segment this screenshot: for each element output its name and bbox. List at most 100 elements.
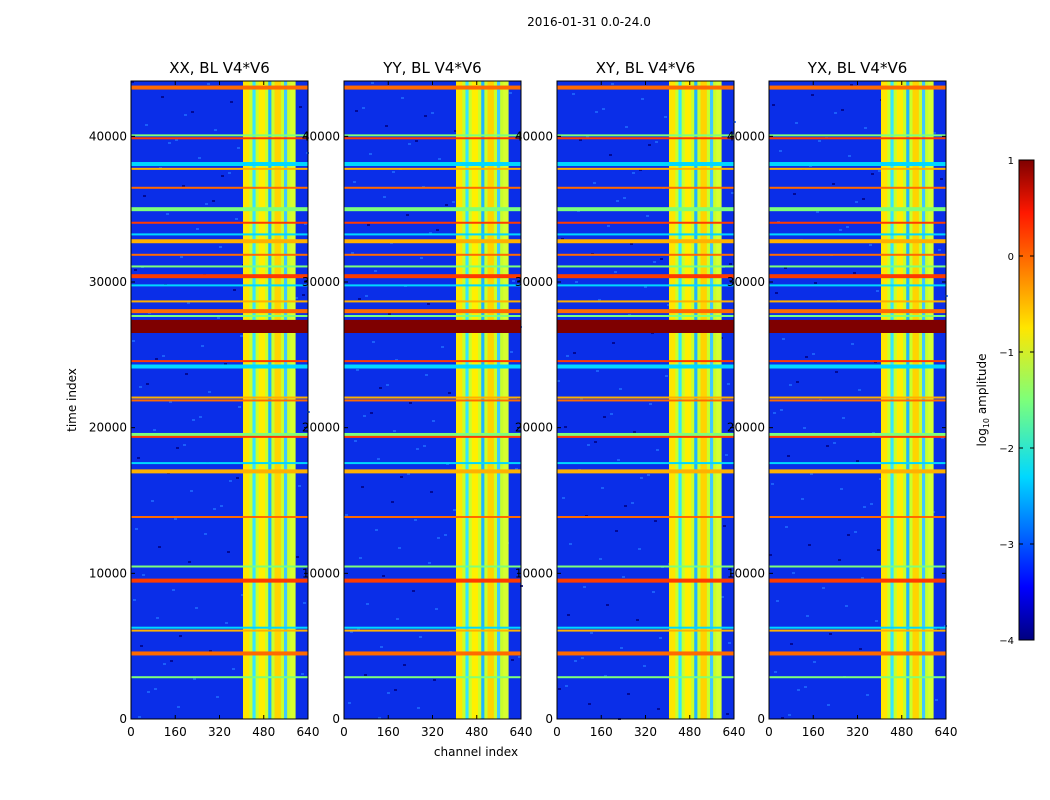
heatmap-noise bbox=[788, 714, 791, 716]
heatmap-noise bbox=[617, 459, 620, 461]
flagged-row bbox=[344, 300, 521, 303]
flagged-row bbox=[769, 578, 946, 583]
flagged-row bbox=[344, 399, 521, 402]
flagged-row bbox=[131, 274, 308, 279]
heatmap-noise bbox=[610, 413, 613, 415]
heatmap-noise bbox=[131, 81, 134, 83]
heatmap-noise bbox=[730, 571, 733, 573]
x-tick-label: 480 bbox=[252, 725, 275, 739]
heatmap-noise bbox=[567, 614, 570, 616]
heatmap-noise bbox=[511, 659, 514, 661]
flagged-row bbox=[344, 239, 521, 244]
heatmap-noise bbox=[863, 506, 866, 508]
panel-title: YX, BL V4*V6 bbox=[807, 59, 908, 77]
flagged-row bbox=[131, 284, 308, 287]
heatmap-noise bbox=[362, 107, 365, 109]
heatmap-noise bbox=[296, 556, 299, 558]
heatmap-noise bbox=[351, 252, 354, 254]
flagged-row bbox=[131, 221, 308, 224]
heatmap-noise bbox=[726, 713, 729, 715]
panel-title: XX, BL V4*V6 bbox=[169, 59, 270, 77]
flagged-row bbox=[131, 137, 308, 140]
heatmap-noise bbox=[773, 412, 776, 414]
heatmap-noise bbox=[299, 106, 302, 108]
heatmap-noise bbox=[619, 388, 622, 390]
flagged-row bbox=[557, 221, 734, 224]
heatmap-noise bbox=[862, 198, 865, 200]
heatmap-noise bbox=[723, 525, 726, 527]
heatmap-noise bbox=[879, 478, 882, 480]
flagged-row bbox=[344, 435, 521, 438]
flagged-row bbox=[557, 360, 734, 363]
heatmap-noise bbox=[191, 111, 194, 113]
heatmap-noise bbox=[822, 587, 825, 589]
heatmap-noise bbox=[796, 381, 799, 383]
heatmap-noise bbox=[357, 628, 360, 630]
heatmap-noise bbox=[438, 158, 441, 160]
heatmap-noise bbox=[938, 249, 941, 251]
heatmap-noise bbox=[627, 693, 630, 695]
heatmap-noise bbox=[408, 143, 411, 145]
heatmap-noise bbox=[640, 477, 643, 479]
heatmap-noise bbox=[806, 615, 809, 617]
heatmap-noise bbox=[793, 193, 796, 195]
heatmap-noise bbox=[624, 505, 627, 507]
flagged-row bbox=[131, 233, 308, 236]
heatmap-noise bbox=[842, 417, 845, 419]
x-tick-label: 480 bbox=[890, 725, 913, 739]
flagged-row bbox=[769, 626, 946, 629]
flagged-row bbox=[344, 462, 521, 465]
flagged-row bbox=[131, 462, 308, 465]
heatmap-noise bbox=[834, 112, 837, 114]
heatmap-noise bbox=[647, 474, 650, 476]
heatmap-noise bbox=[236, 477, 239, 479]
heatmap-noise bbox=[371, 82, 374, 84]
heatmap-noise bbox=[192, 419, 195, 421]
colorbar-tick-label: 1 bbox=[1008, 156, 1014, 167]
heatmap-noise bbox=[221, 175, 224, 177]
heatmap-noise bbox=[632, 172, 635, 174]
heatmap-noise bbox=[721, 596, 724, 598]
x-tick-label: 0 bbox=[553, 725, 561, 739]
colorbar-tick-label: −2 bbox=[999, 444, 1014, 455]
y-tick-label: 10000 bbox=[727, 566, 765, 580]
flagged-row bbox=[557, 274, 734, 279]
heatmap-noise bbox=[601, 487, 604, 489]
heatmap-noise bbox=[725, 454, 728, 456]
heatmap-noise bbox=[369, 153, 372, 155]
heatmap-noise bbox=[383, 196, 386, 198]
heatmap-noise bbox=[603, 416, 606, 418]
flagged-row bbox=[769, 253, 946, 256]
x-tick-label: 640 bbox=[935, 725, 958, 739]
heatmap-noise bbox=[855, 201, 858, 203]
heatmap-noise bbox=[848, 155, 851, 157]
flagged-row bbox=[344, 396, 521, 399]
flagged-row bbox=[557, 207, 734, 212]
y-tick-label: 20000 bbox=[302, 421, 340, 435]
heatmap-noise bbox=[569, 543, 572, 545]
heatmap-noise bbox=[174, 518, 177, 520]
flagged-row bbox=[557, 300, 734, 303]
x-tick-label: 320 bbox=[846, 725, 869, 739]
heatmap-noise bbox=[432, 420, 435, 422]
flagged-row bbox=[344, 469, 521, 474]
flagged-row bbox=[344, 265, 521, 268]
y-tick-label: 30000 bbox=[89, 275, 127, 289]
x-tick-label: 640 bbox=[723, 725, 746, 739]
heatmap-noise bbox=[180, 256, 183, 258]
heatmap-noise bbox=[861, 577, 864, 579]
flagged-row bbox=[131, 300, 308, 303]
heatmap-noise bbox=[515, 468, 518, 470]
heatmap-noise bbox=[453, 509, 456, 511]
flagged-row bbox=[769, 274, 946, 279]
heatmap-noise bbox=[161, 96, 164, 98]
heatmap-noise bbox=[162, 355, 165, 357]
heatmap-noise bbox=[444, 534, 447, 536]
flagged-row bbox=[769, 284, 946, 287]
heatmap-noise bbox=[409, 402, 412, 404]
flagged-row bbox=[769, 162, 946, 167]
colorbar-label-subscript: 10 bbox=[982, 418, 991, 428]
panel-3: YX, BL V4*V6 0 160 320 480 640 0 10000 20000 3000… bbox=[727, 59, 958, 739]
heatmap-noise bbox=[224, 363, 227, 365]
